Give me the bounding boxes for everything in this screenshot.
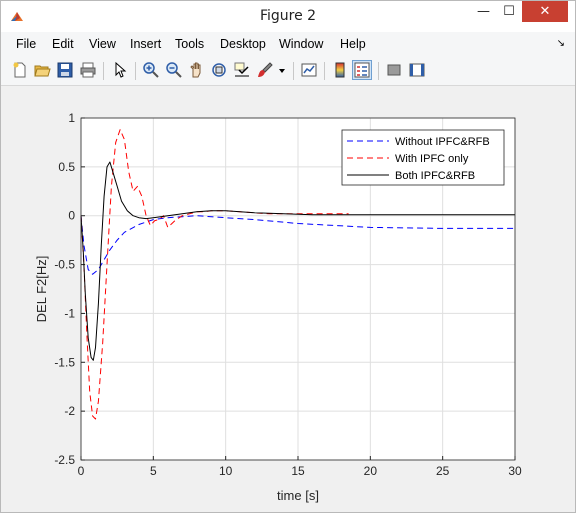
- minimize-button[interactable]: —: [477, 4, 490, 19]
- matlab-app-icon: [10, 9, 24, 23]
- x-tick-label: 15: [291, 464, 305, 478]
- y-tick-label: 1: [68, 111, 75, 125]
- legend-label-without: Without IPFC&RFB: [395, 136, 490, 148]
- window-title: Figure 2: [259, 8, 317, 24]
- axis-ticks: 0 5 10 15 20 25 30 1 0.5 0 -0.5 -1 -1.5 -2 -2.5: [54, 111, 522, 478]
- toolbar-separator: [135, 62, 136, 80]
- toolbar-separator: [324, 62, 325, 80]
- open-file-icon[interactable]: [33, 61, 51, 79]
- series-line-0: [80, 215, 515, 275]
- menu-help[interactable]: Help: [340, 37, 366, 51]
- data-cursor-icon[interactable]: [233, 61, 251, 79]
- zoom-out-icon[interactable]: [165, 61, 183, 79]
- title-bar[interactable]: Figure 2 — ☐ ✕: [1, 1, 575, 32]
- y-tick-label: 0.5: [58, 160, 75, 174]
- line-chart: 0 5 10 15 20 25 30 1 0.5 0 -0.5 -1 -1.5 -2 -2.5 time […: [34, 111, 522, 503]
- print-icon[interactable]: [79, 61, 97, 79]
- figure-canvas: 0 5 10 15 20 25 30 1 0.5 0 -0.5 -1 -1.5 -2 -2.5 time […: [9, 93, 567, 507]
- x-tick-label: 25: [436, 464, 450, 478]
- x-tick-label: 0: [78, 464, 85, 478]
- menu-insert[interactable]: Insert: [130, 37, 162, 51]
- y-tick-label: -0.5: [54, 258, 75, 272]
- x-tick-label: 10: [219, 464, 233, 478]
- rotate-3d-icon[interactable]: [210, 61, 228, 79]
- series-lines: [80, 129, 515, 420]
- menu-tools[interactable]: Tools: [175, 37, 205, 51]
- legend[interactable]: Without IPFC&RFB With IPFC only Both IPF…: [341, 129, 505, 186]
- link-plot-icon[interactable]: [300, 61, 318, 79]
- x-tick-label: 20: [364, 464, 378, 478]
- x-tick-label: 5: [150, 464, 157, 478]
- save-icon[interactable]: [56, 61, 74, 79]
- axes-box: [80, 117, 516, 461]
- legend-label-ipfc: With IPFC only: [395, 153, 469, 165]
- legend-label-both: Both IPFC&RFB: [395, 170, 475, 182]
- menu-view[interactable]: View: [89, 37, 116, 51]
- new-figure-icon[interactable]: [11, 61, 29, 79]
- brush-icon[interactable]: [256, 61, 274, 79]
- colorbar-icon[interactable]: [331, 61, 349, 79]
- series-line-1: [80, 129, 349, 420]
- y-tick-label: -2: [64, 404, 75, 418]
- y-tick-label: 0: [68, 209, 75, 223]
- maximize-button[interactable]: ☐: [503, 4, 515, 19]
- brush-dropdown-icon[interactable]: [277, 61, 287, 79]
- y-axis-label: DEL F2[Hz]: [34, 256, 49, 323]
- legend-box: [341, 129, 505, 186]
- toolbar-separator: [103, 62, 104, 80]
- series-line-2: [80, 161, 515, 361]
- toolbar-separator: [378, 62, 379, 80]
- zoom-in-icon[interactable]: [142, 61, 160, 79]
- menu-window[interactable]: Window: [279, 37, 324, 51]
- hide-plot-tools-icon[interactable]: [385, 61, 403, 79]
- menu-desktop[interactable]: Desktop: [220, 37, 266, 51]
- toolbar-separator: [293, 62, 294, 80]
- y-tick-label: -1.5: [54, 355, 75, 369]
- close-button[interactable]: ✕: [522, 1, 568, 22]
- dock-arrow-icon[interactable]: ↘: [556, 38, 565, 49]
- y-tick-label: -1: [64, 306, 75, 320]
- legend-icon[interactable]: [352, 60, 372, 80]
- menu-file[interactable]: File: [16, 37, 37, 51]
- menu-edit[interactable]: Edit: [52, 37, 74, 51]
- x-axis-label: time [s]: [277, 488, 319, 503]
- edit-plot-arrow-icon[interactable]: [111, 61, 129, 79]
- figure-toolbar: [1, 56, 575, 86]
- y-tick-label: -2.5: [54, 453, 75, 467]
- show-plot-tools-icon[interactable]: [408, 61, 426, 79]
- x-tick-label: 30: [508, 464, 522, 478]
- pan-hand-icon[interactable]: [188, 61, 206, 79]
- menu-bar: File Edit View Insert Tools Desktop Wind…: [1, 32, 575, 56]
